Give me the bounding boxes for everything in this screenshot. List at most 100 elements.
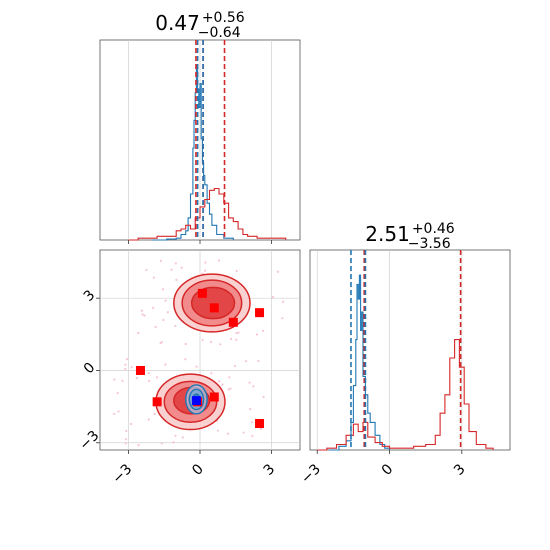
bl-x-tick-label-2: 3	[261, 461, 279, 479]
scatter-point	[121, 379, 124, 382]
scatter-point	[153, 412, 156, 416]
scatter-point	[143, 314, 146, 317]
br-x-tick-label-2: 3	[451, 461, 469, 479]
scatter-point	[152, 276, 155, 279]
panel-bottom-left-markers	[135, 288, 265, 428]
scatter-point	[235, 269, 238, 273]
panel-top-left-series	[128, 64, 287, 241]
scatter-point	[217, 259, 220, 262]
scatter-point	[204, 261, 207, 264]
panel-bottom-right-xticks: −3 0 3	[298, 450, 469, 487]
scatter-point	[242, 431, 245, 434]
scatter-point	[124, 367, 127, 371]
scatter-point	[147, 418, 150, 421]
scatter-point	[130, 366, 133, 369]
scatter-point	[116, 391, 119, 395]
scatter-point	[125, 429, 128, 433]
red-square-marker-8	[255, 418, 265, 428]
scatter-point	[166, 311, 169, 314]
scatter-point	[248, 381, 251, 384]
red-square-marker-4	[135, 365, 145, 375]
scatter-point	[172, 441, 175, 444]
br-x-tick-label-0: −3	[298, 461, 324, 487]
red-square-marker-3	[255, 308, 265, 318]
top-hist-series-0	[152, 64, 234, 241]
scatter-point	[129, 422, 133, 426]
br-hist-series-1	[317, 339, 494, 451]
scatter-point	[159, 259, 162, 262]
scatter-point	[180, 266, 183, 269]
scatter-point	[229, 387, 232, 390]
scatter-point	[251, 434, 254, 438]
scatter-point	[229, 337, 233, 340]
bl-x-tick-label-1: 0	[189, 461, 207, 479]
panel-bottom-right-title: 2.51 +0.46 −3.56	[365, 221, 455, 252]
scatter-point	[164, 363, 167, 366]
br-hist-series-0	[329, 274, 391, 451]
scatter-point	[244, 360, 248, 363]
panel-top-left-histogram: 0.47 +0.56 −0.64	[99, 10, 301, 244]
scatter-point	[160, 442, 163, 445]
scatter-point	[259, 427, 263, 430]
scatter-point	[216, 429, 219, 432]
panel-bottom-left-xticks: −3 0 3	[109, 450, 278, 487]
scatter-point	[140, 309, 143, 312]
scatter-point	[174, 262, 177, 265]
scatter-point	[228, 376, 231, 379]
red-square-marker-1	[209, 303, 219, 313]
panel-top-left-title: 0.47 +0.56 −0.64	[155, 10, 245, 41]
scatter-point	[210, 372, 213, 375]
scatter-point	[218, 380, 221, 383]
scatter-point	[124, 363, 127, 366]
scatter-point	[141, 313, 144, 316]
scatter-point	[219, 343, 222, 346]
scatter-point	[148, 379, 151, 383]
scatter-point	[235, 331, 238, 335]
panel-top-left-quantiles	[195, 40, 226, 240]
scatter-point	[164, 299, 167, 302]
scatter-point	[261, 329, 265, 333]
scatter-point	[271, 295, 275, 299]
br-x-tick-label-1: 0	[379, 461, 397, 479]
scatter-point	[154, 325, 157, 329]
scatter-point	[135, 377, 138, 380]
scatter-point	[152, 306, 155, 309]
red-square-marker-2	[228, 317, 238, 327]
scatter-point	[145, 268, 148, 272]
scatter-point	[125, 358, 129, 361]
red-square-marker-0	[197, 288, 207, 298]
scatter-point	[170, 268, 173, 271]
top-hist-series-1	[128, 187, 287, 241]
scatter-point	[257, 359, 260, 363]
blue-square-marker	[191, 396, 201, 406]
panel-bottom-right-series	[317, 274, 494, 451]
bl-y-tick-label-2: 3	[81, 287, 99, 305]
scatter-point	[184, 358, 187, 361]
scatter-point	[204, 269, 207, 272]
scatter-point	[137, 444, 140, 447]
red-square-marker-7	[209, 392, 219, 402]
bl-y-tick-label-1: 0	[81, 360, 99, 378]
scatter-point	[262, 395, 265, 399]
panel-bottom-right-grid	[316, 250, 463, 450]
scatter-point	[195, 365, 198, 368]
scatter-point	[227, 388, 230, 391]
scatter-point	[124, 438, 128, 441]
scatter-point	[233, 364, 237, 367]
scatter-point	[184, 342, 187, 346]
scatter-point	[250, 421, 253, 424]
scatter-point	[113, 378, 116, 381]
scatter-point	[174, 324, 177, 327]
panel-bottom-right-histogram: −3 0 3 2.51 +0.46 −3.56	[298, 221, 511, 487]
panel-bottom-left-grid	[100, 250, 300, 450]
bl-x-tick-label-0: −3	[109, 461, 135, 487]
red-square-marker-5	[152, 397, 162, 407]
scatter-point	[181, 436, 184, 439]
scatter-point	[201, 338, 204, 341]
panel-bottom-left-contours	[155, 273, 251, 431]
panel-bottom-left-2d: −3 0 3 −3 0 3	[77, 249, 301, 487]
scatter-point	[252, 385, 255, 388]
scatter-point	[156, 376, 159, 379]
scatter-point	[281, 300, 285, 303]
scatter-point	[235, 338, 238, 341]
